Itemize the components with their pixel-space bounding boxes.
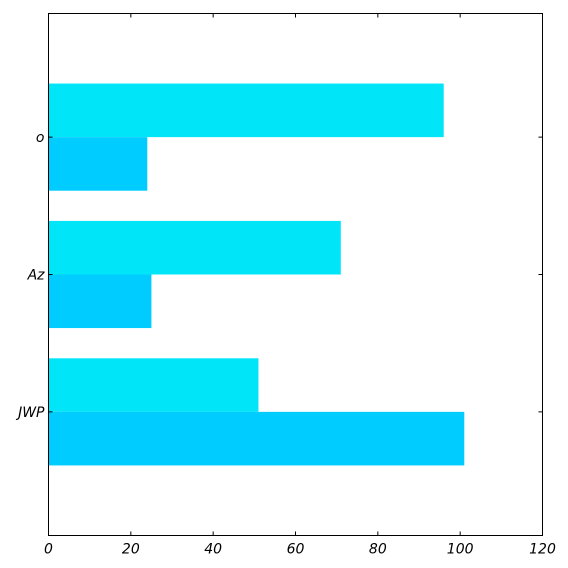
plot-frame bbox=[48, 13, 543, 536]
x-tick-label-20: 20 bbox=[122, 542, 140, 558]
y-tick-label-jwp: JWP bbox=[15, 405, 45, 421]
x-tick-label-40: 40 bbox=[204, 542, 222, 558]
bar-o-series-2 bbox=[48, 137, 148, 191]
bar-jwp-series-1 bbox=[48, 358, 259, 412]
bar-az-series-2 bbox=[48, 274, 152, 329]
y-tick-label-az: Az bbox=[27, 268, 46, 284]
x-tick-label-120: 120 bbox=[529, 542, 556, 558]
bar-o-series-1 bbox=[48, 83, 444, 138]
ticks-group: JWP Az o 0 20 40 60 80 100 120 bbox=[15, 13, 556, 558]
bar-az-series-1 bbox=[48, 220, 341, 275]
x-tick-label-0: 0 bbox=[44, 542, 53, 558]
y-tick-label-o: o bbox=[36, 130, 45, 146]
bar-jwp-series-2 bbox=[48, 411, 465, 466]
x-tick-label-80: 80 bbox=[369, 542, 387, 558]
x-tick-label-60: 60 bbox=[287, 542, 305, 558]
x-tick-label-100: 100 bbox=[447, 542, 474, 558]
bars-group bbox=[48, 83, 465, 466]
